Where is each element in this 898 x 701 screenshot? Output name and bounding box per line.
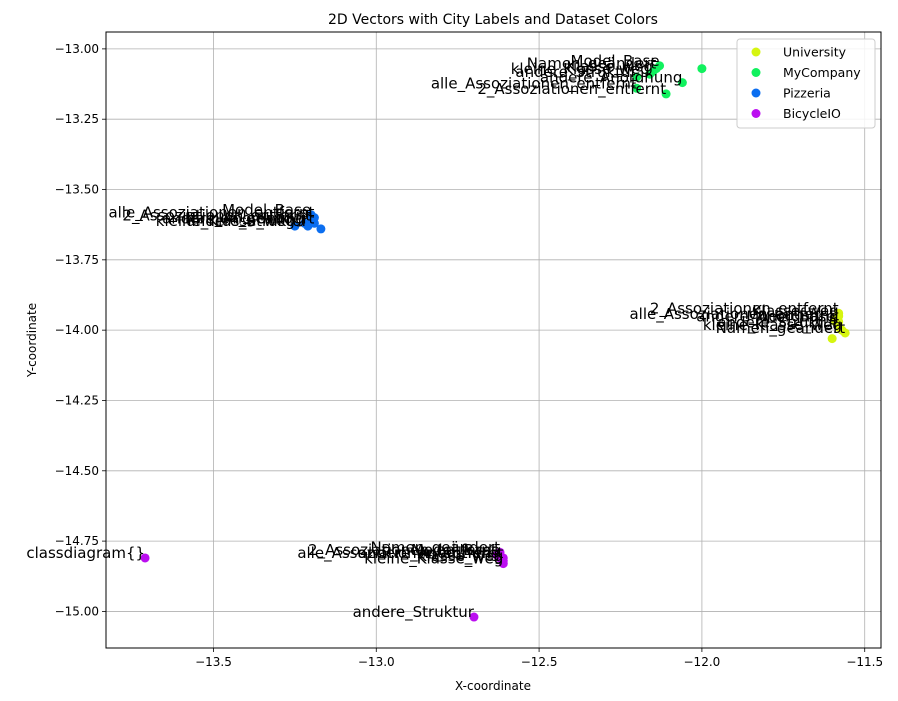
x-axis-ticks: −13.5 −13.0 −12.5 −12.0 −11.5 — [195, 648, 883, 669]
chart-title: 2D Vectors with City Labels and Dataset … — [328, 12, 658, 28]
x-tick-label: −13.0 — [358, 655, 395, 669]
point-label: andere_Anordnung — [162, 209, 304, 228]
x-tick-label: −12.0 — [684, 655, 721, 669]
plot-frame — [105, 31, 882, 649]
point-label: 2_Assoziationen_entfernt — [122, 206, 311, 225]
y-tick-label: −13.25 — [55, 112, 99, 126]
legend-label: MyCompany — [783, 65, 861, 80]
data-point — [303, 221, 313, 231]
data-point — [645, 69, 655, 79]
point-label: Klasse_weg — [566, 57, 653, 76]
legend-label: BicycleIO — [783, 106, 841, 121]
point-label: Model_Base — [746, 308, 835, 327]
legend-marker — [751, 47, 761, 57]
point-label: Model_Base — [411, 541, 500, 560]
point-label: andere_Anordnung — [358, 544, 500, 563]
point-label: classdiagram{} — [26, 544, 145, 562]
y-axis-ticks: −13.00 −13.25 −13.50 −13.75 −14.00 −14.25 −14.… — [55, 42, 106, 618]
y-tick-label: −14.25 — [55, 393, 99, 407]
point-labels: 2_Assoziationen_entferntKlasse_wegalle_A… — [26, 52, 845, 622]
y-axis-label: Y-coordinate — [25, 303, 39, 378]
point-label: alle_Assoziationen_entfernt — [108, 204, 314, 223]
point-label: kleine_Klasse_weg — [703, 316, 842, 335]
x-tick-label: −12.5 — [521, 655, 558, 669]
point-label: alle_Assoziationen_entfernt — [629, 305, 835, 324]
point-label: alle_Assoziationen_entfernt — [431, 74, 637, 93]
data-point — [498, 559, 508, 569]
y-tick-label: −14.00 — [55, 323, 99, 337]
point-label: 2_Assoziationen_entfernt — [650, 299, 839, 318]
legend-marker — [751, 88, 761, 98]
legend-marker — [751, 68, 761, 77]
y-tick-label: −14.50 — [55, 464, 99, 478]
y-tick-label: −15.00 — [55, 604, 99, 618]
point-label: andere_Struktur — [353, 603, 475, 622]
data-point — [140, 553, 150, 563]
data-points — [140, 61, 850, 622]
point-label: andere_Struktur — [187, 212, 309, 231]
legend-label: Pizzeria — [783, 86, 831, 101]
point-label: kleine_Klasse_weg — [511, 60, 650, 79]
data-point — [661, 89, 671, 99]
data-point — [632, 83, 642, 93]
y-tick-label: −13.50 — [55, 183, 99, 197]
y-tick-label: −14.75 — [55, 534, 99, 548]
x-tick-label: −13.5 — [195, 655, 232, 669]
data-point — [697, 64, 707, 74]
data-point — [840, 328, 850, 338]
point-label: Model_Base — [571, 52, 660, 71]
data-point — [290, 221, 300, 231]
point-label: andere_Anordnung — [696, 308, 838, 327]
data-point — [632, 72, 642, 82]
point-label: Klasse_weg — [752, 302, 839, 321]
point-label: Namen_geändert — [716, 319, 846, 338]
point-label: Namen_geändert — [370, 538, 500, 557]
x-axis-label: X-coordinate — [455, 679, 531, 693]
point-label: Namen_geändert — [185, 209, 315, 228]
point-label: andere_Struktur — [717, 313, 839, 332]
point-label: Namen_geändert — [527, 55, 657, 74]
x-tick-label: −11.5 — [846, 655, 883, 669]
legend-box — [736, 38, 876, 129]
point-label: 2_Assoziationen_entfernt — [477, 80, 666, 99]
y-tick-label: −13.75 — [55, 253, 99, 267]
y-tick-label: −13.00 — [55, 42, 99, 56]
point-label: alle_Assoziationen_entfernt — [297, 544, 503, 563]
point-label: kleine_Klasse_weg — [156, 212, 295, 231]
legend: University MyCompany Pizzeria BicycleIO — [736, 38, 876, 129]
point-label: andere_Anordnung — [540, 69, 682, 88]
legend-marker — [751, 109, 761, 118]
data-point — [677, 78, 687, 88]
point-label: 2_Assoziationen_entfernt — [308, 541, 497, 560]
point-label: Model_Base — [222, 201, 311, 220]
data-point — [827, 334, 837, 344]
data-point — [469, 612, 479, 622]
data-point — [316, 224, 326, 234]
point-label: Klasse_weg — [417, 547, 504, 566]
point-label: kleine_Klasse_weg — [364, 550, 503, 569]
point-label: andere_Struktur — [515, 63, 637, 82]
legend-label: University — [783, 45, 847, 60]
plot-area — [105, 31, 882, 649]
